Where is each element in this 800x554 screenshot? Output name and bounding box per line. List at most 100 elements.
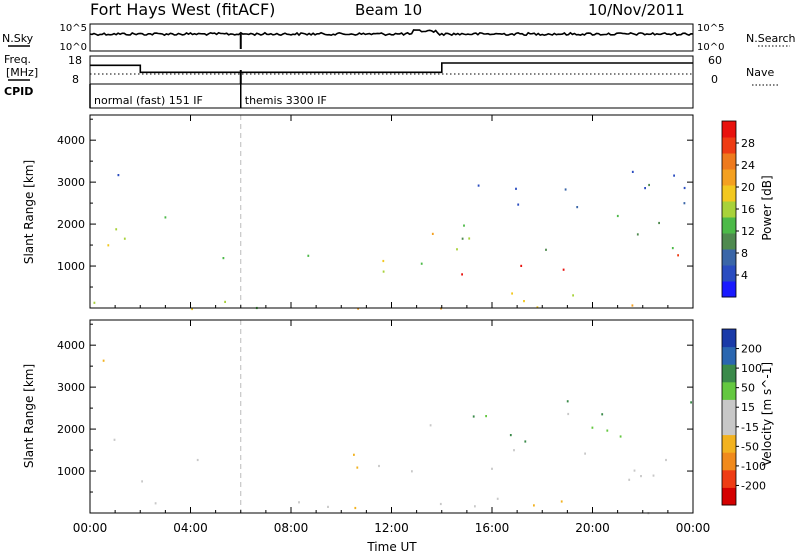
- range-gate-cell: [572, 294, 574, 297]
- range-gate-cell: [671, 247, 674, 250]
- cpid-label: CPID: [4, 85, 33, 98]
- range-gate-cell: [619, 435, 622, 438]
- range-gate-cell: [154, 502, 157, 505]
- range-gate-cell: [141, 480, 143, 483]
- colorbar-tick-label: 15: [741, 401, 755, 414]
- range-gate-cell: [616, 214, 619, 218]
- colorbar-segment: [722, 265, 736, 282]
- station-title: Fort Hays West (fitACF): [90, 0, 275, 19]
- y-tick-label: 2000: [57, 218, 85, 231]
- range-gate-cell: [461, 237, 464, 240]
- range-gate-cell: [560, 500, 563, 503]
- freq-tick-bottom: 8: [72, 73, 79, 86]
- noise-tick-bottom: 10^0: [60, 42, 87, 53]
- freq-panel: [89, 55, 694, 85]
- range-gate-cell: [562, 268, 565, 271]
- range-gate-cell: [468, 237, 471, 240]
- range-gate-cell: [683, 202, 686, 205]
- xaxis-label: Time UT: [366, 540, 417, 554]
- range-gate-cell: [509, 434, 512, 437]
- freq-tick-top: 18: [68, 54, 82, 67]
- range-gate-cell: [382, 270, 385, 273]
- range-gate-cell: [378, 464, 380, 468]
- y-tick-label: 3000: [57, 176, 85, 189]
- y-tick-label: 3000: [57, 381, 85, 394]
- range-gate-cell: [472, 415, 475, 418]
- range-gate-cell: [353, 453, 355, 456]
- range-gate-cell: [511, 292, 513, 295]
- range-gate-cell: [631, 170, 634, 173]
- x-tick-label: 08:00: [274, 521, 309, 535]
- velocity-colorbar-label: Velocity [m s^-1]: [760, 362, 774, 466]
- noise-panel: [89, 23, 694, 52]
- range-gate-cell: [485, 415, 487, 418]
- colorbar-segment: [722, 364, 736, 383]
- range-gate-cell: [420, 262, 423, 265]
- range-gate-cell: [496, 497, 499, 500]
- x-tick-label: 00:00: [676, 521, 711, 535]
- range-gate-cell: [93, 301, 96, 304]
- range-gate-cell: [683, 186, 686, 190]
- range-gate-cell: [606, 429, 609, 432]
- colorbar-segment: [722, 137, 736, 154]
- range-gate-cell: [356, 466, 359, 469]
- colorbar-segment: [722, 329, 736, 348]
- range-gate-cell: [636, 233, 639, 236]
- nave-label: Nave: [746, 66, 774, 79]
- x-tick-label: 12:00: [374, 521, 409, 535]
- y-tick-label: 1000: [57, 465, 85, 478]
- range-gate-cell: [576, 206, 579, 209]
- beam-label: Beam 10: [355, 1, 422, 19]
- y-tick-label: 1000: [57, 260, 85, 273]
- range-gate-cell: [327, 505, 329, 508]
- range-gate-cell: [474, 505, 476, 508]
- range-gate-cell: [566, 400, 569, 403]
- nave-tick-top: 60: [708, 54, 722, 67]
- power-colorbar-label: Power [dB]: [760, 175, 774, 240]
- range-gate-cell: [567, 412, 570, 416]
- power-y-axis: 1000 2000 3000 4000: [57, 118, 693, 288]
- time-x-axis: 00:00 04:00 08:00 12:00 16:00 20:00 00:00: [73, 115, 711, 535]
- range-gate-cell: [164, 216, 167, 219]
- range-gate-cell: [533, 504, 535, 507]
- range-gate-cell: [690, 401, 692, 404]
- colorbar-tick-label: 24: [741, 159, 755, 172]
- x-tick-label: 00:00: [73, 521, 108, 535]
- range-gate-cell: [648, 183, 650, 187]
- range-gate-cell: [545, 248, 547, 251]
- range-gate-cell: [628, 478, 631, 481]
- colorbar-segment: [722, 434, 736, 453]
- colorbar-tick-label: -15: [741, 421, 759, 434]
- y-tick-label: 4000: [57, 134, 85, 147]
- range-gate-cell: [307, 254, 310, 257]
- colorbar-segment: [722, 381, 736, 400]
- colorbar-segment: [722, 417, 736, 436]
- velocity-panel: [90, 320, 693, 513]
- range-gate-cell: [224, 300, 226, 303]
- colorbar-segment: [722, 452, 736, 471]
- range-gate-cell: [411, 470, 413, 473]
- colorbar-tick-label: 200: [741, 343, 762, 356]
- range-gate-cell: [513, 449, 515, 452]
- noise-tick-bottom-right: 10^0: [697, 42, 724, 53]
- colorbar-tick-label: -100: [741, 460, 766, 473]
- colorbar-segment: [722, 185, 736, 202]
- colorbar-tick-label: 28: [741, 137, 755, 150]
- velocity-scatter: [102, 320, 692, 515]
- frequency-line: [90, 62, 693, 74]
- colorbar-segment: [722, 153, 736, 170]
- range-gate-cell: [357, 307, 359, 310]
- range-gate-cell: [652, 474, 655, 477]
- nsky-label: N.Sky: [2, 32, 34, 45]
- colorbar-segment: [722, 121, 736, 138]
- colorbar-segment: [722, 281, 736, 298]
- range-gate-cell: [673, 174, 675, 177]
- noise-tick-top-right: 10^5: [697, 23, 724, 34]
- range-gate-cell: [107, 244, 110, 247]
- colorbar-tick-label: -50: [741, 440, 759, 453]
- range-gate-cell: [429, 424, 432, 427]
- range-gate-cell: [113, 438, 116, 441]
- range-gate-cell: [117, 174, 120, 177]
- range-gate-cell: [601, 413, 604, 416]
